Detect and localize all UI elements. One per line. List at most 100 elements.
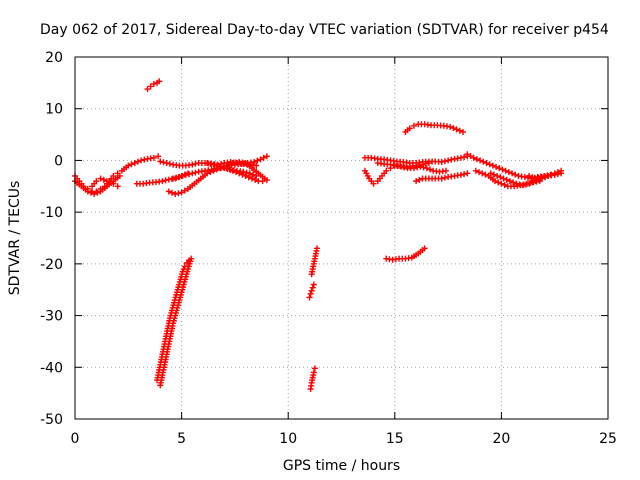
data-point-fill (495, 179, 502, 186)
data-point (182, 171, 189, 178)
data-point (425, 160, 432, 167)
data-point-fill (394, 163, 401, 170)
data-point-fill (101, 185, 108, 192)
tick-labels: 0 5 10 15 20 25 -50 -40 -30 -20 -10 0 10 20 (40, 50, 617, 447)
data-point (470, 154, 477, 161)
data-point-fill (250, 171, 257, 178)
data-point (306, 294, 313, 301)
data-series-7 (154, 257, 193, 384)
data-point-fill (454, 155, 461, 162)
data-point-fill (386, 256, 393, 263)
data-point (210, 167, 217, 174)
data-point (464, 170, 471, 177)
data-point (91, 191, 98, 198)
data-point-fill (260, 154, 267, 161)
data-point-fill (173, 174, 180, 181)
data-point-fill (162, 177, 169, 184)
data-point (259, 178, 266, 185)
data-point (558, 170, 565, 177)
data-point-fill (252, 176, 259, 183)
data-point (155, 153, 162, 160)
data-point (460, 128, 467, 135)
data-point-fill (448, 173, 455, 180)
data-point-fill (404, 127, 411, 134)
data-point-fill (245, 174, 252, 181)
data-point-fill (207, 169, 214, 176)
data-point-fill (166, 317, 173, 324)
x-axis-label: GPS time / hours (283, 458, 400, 474)
data-point-fill (435, 158, 442, 165)
data-point-fill (456, 127, 463, 134)
data-point (204, 160, 211, 167)
data-series-3 (89, 175, 121, 190)
data-point (189, 170, 196, 177)
data-point (310, 281, 317, 288)
data-point-fill (376, 175, 383, 182)
data-point-fill (87, 189, 94, 196)
data-point-fill (254, 157, 261, 164)
data-point (150, 80, 157, 87)
data-point-fill (365, 154, 372, 161)
data-point (498, 180, 505, 187)
y-tick-label: -50 (40, 412, 63, 428)
data-point (114, 183, 121, 190)
data-point-fill (175, 190, 182, 197)
data-point-fill (313, 247, 320, 254)
data-series-21 (413, 170, 471, 185)
data-point-fill (114, 174, 121, 181)
data-point-fill (166, 160, 173, 167)
data-point-fill (377, 160, 384, 167)
data-point-fill (174, 286, 181, 293)
y-tick-label: -20 (40, 257, 63, 273)
data-point (413, 178, 420, 185)
data-series-14 (306, 281, 317, 301)
data-point (172, 191, 179, 198)
data-point-fill (529, 179, 536, 186)
data-point-fill (429, 158, 436, 165)
data-point (489, 162, 496, 169)
data-point-fill (147, 155, 154, 162)
axis-ticks (74, 56, 609, 420)
data-point-fill (529, 174, 536, 181)
data-point-fill (364, 172, 371, 179)
data-point-fill (232, 169, 239, 176)
y-axis-label: SDTVAR / TECUs (7, 181, 23, 296)
data-point-fill (441, 174, 448, 181)
data-point-fill (134, 158, 141, 165)
data-point-fill (76, 181, 83, 188)
data-point-fill (308, 382, 315, 389)
data-point-fill (501, 181, 508, 188)
data-point-fill (100, 176, 107, 183)
data-point (147, 83, 154, 90)
data-point (423, 165, 430, 172)
data-point-fill (416, 176, 423, 183)
y-tick-label: 20 (45, 50, 63, 66)
grid (75, 57, 608, 419)
data-point (477, 157, 484, 164)
data-point (496, 165, 503, 172)
data-point (156, 78, 163, 85)
data-point-fill (414, 164, 421, 171)
x-tick-label: 20 (492, 431, 510, 447)
y-tick-label: -30 (40, 309, 63, 325)
data-point (519, 182, 526, 189)
data-point-fill (202, 172, 209, 179)
data-point-fill (461, 171, 468, 178)
data-point-fill (489, 176, 496, 183)
y-tick-label: 0 (54, 153, 63, 169)
data-point-fill (422, 175, 429, 182)
data-point-fill (186, 171, 193, 178)
data-point (176, 173, 183, 180)
data-point-fill (490, 171, 497, 178)
data-point-fill (179, 162, 186, 169)
x-tick-label: 10 (279, 431, 297, 447)
data-point-fill (94, 189, 101, 196)
data-point-fill (170, 302, 177, 309)
data-point-fill (407, 165, 414, 172)
data-point-fill (420, 164, 427, 171)
data-point-fill (482, 171, 489, 178)
data-point-fill (137, 180, 144, 187)
data-point-fill (235, 161, 242, 168)
data-point-fill (176, 278, 183, 285)
data-point-fill (480, 158, 487, 165)
